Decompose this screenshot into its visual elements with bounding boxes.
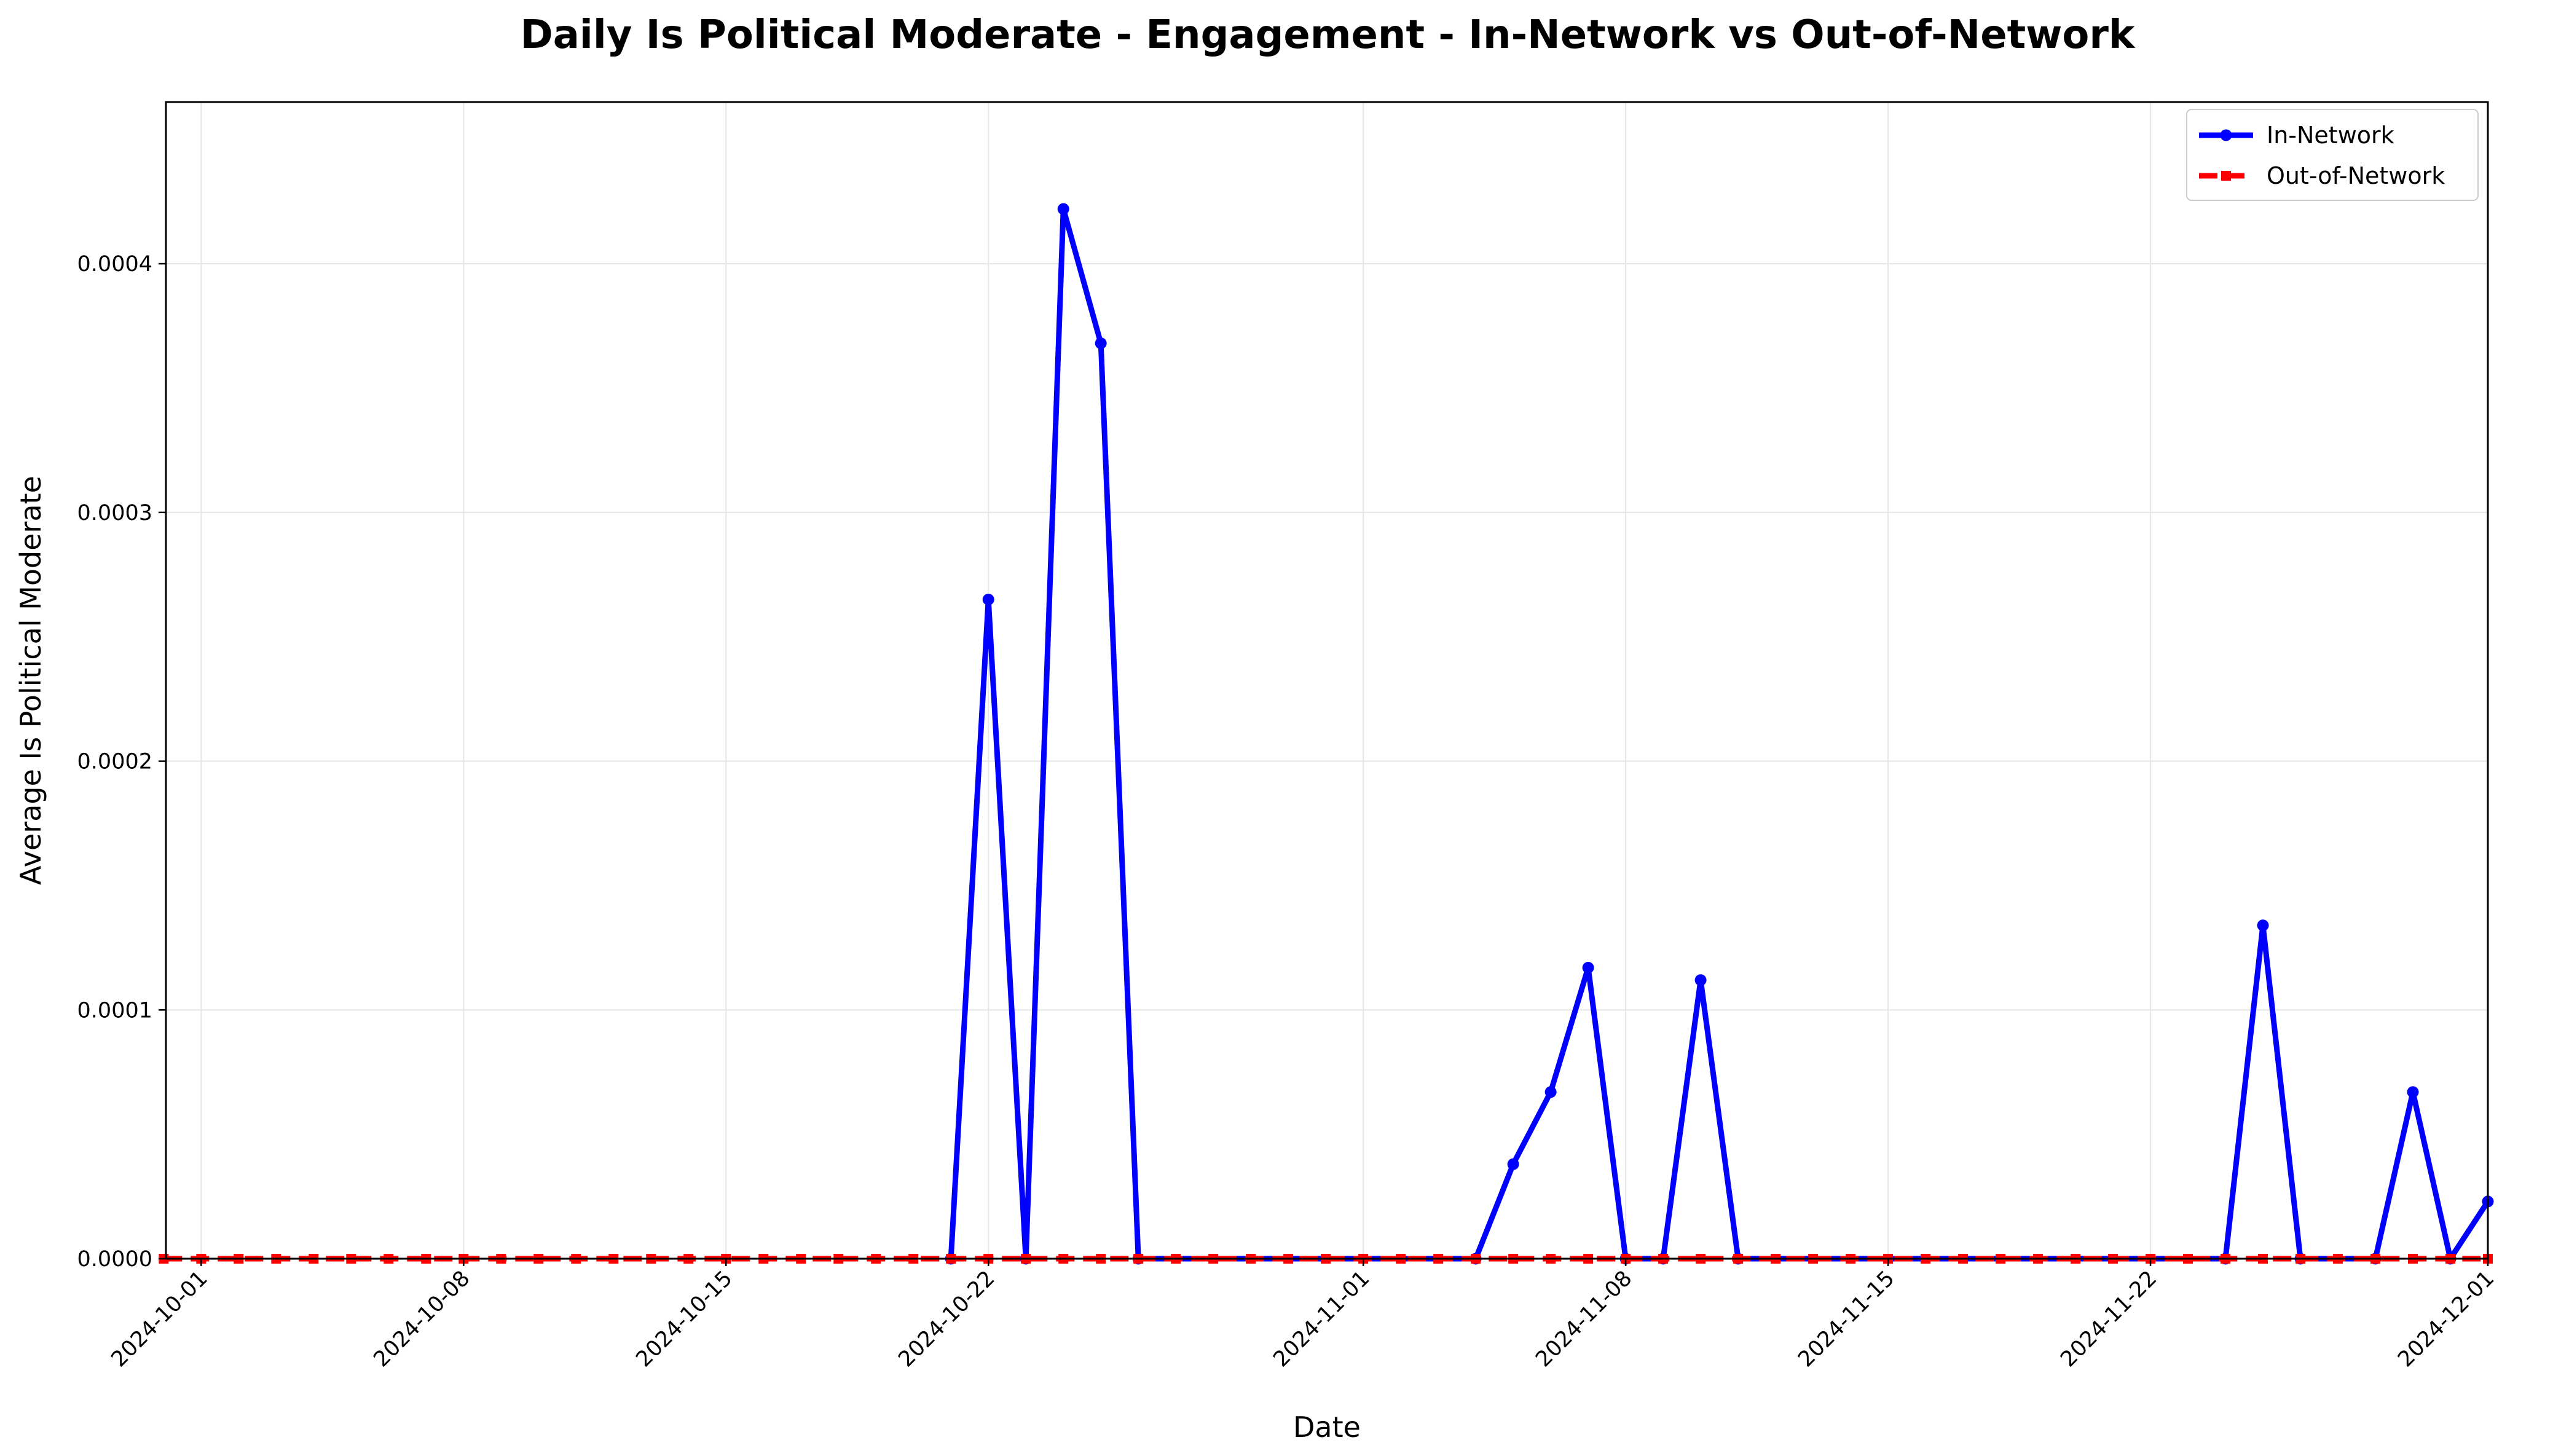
in-network-point: [1507, 1158, 1519, 1170]
x-axis-title: Date: [1293, 1411, 1361, 1444]
y-tick-label: 0.0002: [77, 750, 152, 774]
y-axis-title: Average Is Political Moderate: [14, 476, 47, 885]
y-tick-label: 0.0004: [77, 252, 152, 277]
y-tick-label: 0.0003: [77, 501, 152, 525]
legend-box: [2186, 109, 2479, 201]
in-network-point: [1582, 961, 1594, 974]
chart-title: Daily Is Political Moderate - Engagement…: [521, 12, 2136, 58]
in-network-point: [1694, 974, 1707, 986]
in-network-point: [1057, 203, 1069, 215]
in-network-point: [2407, 1086, 2419, 1098]
plot-frame: [165, 101, 2489, 1260]
legend-label-out-of-network: Out-of-Network: [2267, 162, 2445, 189]
in-network-point: [982, 593, 994, 605]
y-tick-label: 0.0001: [77, 998, 152, 1023]
in-network-point: [2257, 919, 2269, 932]
legend: In-Network Out-of-Network: [2186, 109, 2479, 201]
in-network-point: [1095, 337, 1107, 350]
in-network-point: [1544, 1086, 1557, 1098]
legend-marker-out-of-network: [2221, 171, 2231, 181]
legend-marker-in-network: [2220, 129, 2232, 141]
y-tick-label: 0.0000: [77, 1247, 152, 1272]
legend-label-in-network: In-Network: [2267, 122, 2394, 149]
